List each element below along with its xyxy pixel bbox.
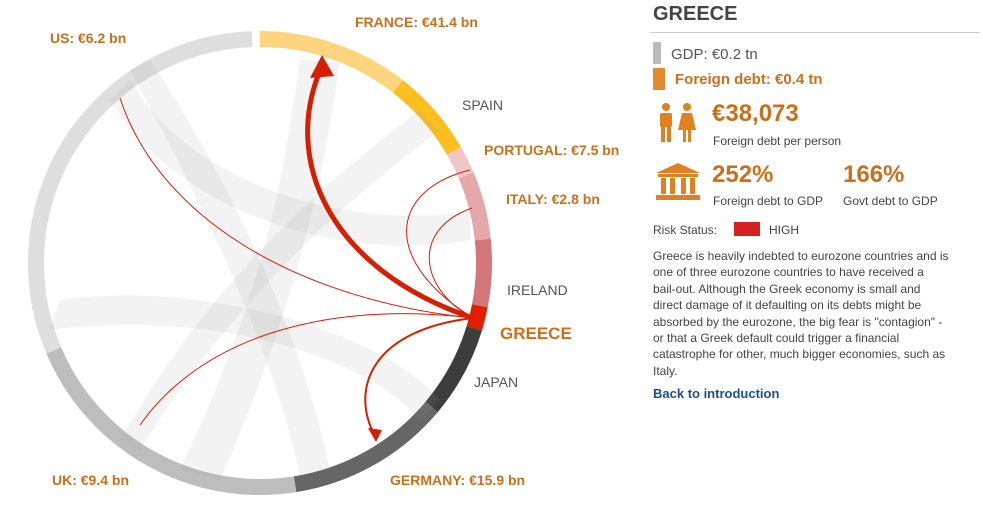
per-person-value: €38,073	[712, 100, 799, 127]
ring-segment	[425, 326, 482, 413]
risk-value: HIGH	[769, 223, 799, 237]
gdp-bar	[653, 42, 661, 64]
label-france: FRANCE: €41.4 bn	[355, 14, 478, 30]
label-spain: SPAIN	[462, 97, 503, 113]
risk-swatch	[734, 222, 760, 236]
ring-segment	[46, 347, 297, 495]
label-uk: UK: €9.4 bn	[52, 472, 129, 488]
description-line: catastrophe for other, much bigger econo…	[653, 347, 946, 362]
description-line: Italy.	[653, 363, 678, 378]
label-portugal: PORTUGAL: €7.5 bn	[484, 142, 619, 158]
description-line: direct damage of it defaulting on its de…	[653, 298, 922, 313]
divider	[650, 32, 980, 33]
foreign-gdp-label: Foreign debt to GDP	[713, 194, 824, 208]
description-line: or that a Greek default could trigger a …	[653, 331, 900, 346]
debt-bar	[653, 68, 665, 90]
ring-segment	[392, 80, 461, 156]
ring-segment	[293, 401, 438, 493]
per-person-label: Foreign debt per person	[713, 134, 842, 148]
label-us: US: €6.2 bn	[50, 30, 126, 46]
ring-segment	[472, 238, 492, 308]
ring-segment	[259, 31, 403, 93]
label-germany: GERMANY: €15.9 bn	[390, 472, 525, 488]
chord-diagram: FRANCE: €41.4 bn US: €6.2 bn SPAIN PORTU…	[28, 14, 619, 495]
label-ireland: IRELAND	[507, 282, 568, 298]
ring-segment	[458, 172, 491, 241]
description-line: one of three eurozone countries to have …	[653, 265, 924, 280]
description-line: Greece is heavily indebted to eurozone c…	[653, 249, 949, 263]
description: Greece is heavily indebted to eurozone c…	[653, 248, 949, 379]
ring-segment	[466, 304, 488, 331]
foreign-gdp-value: 252%	[712, 161, 774, 188]
govt-gdp-value: 166%	[843, 161, 905, 188]
govt-gdp-label: Govt debt to GDP	[843, 194, 938, 208]
debt-flows	[119, 64, 474, 437]
bank-icon	[656, 163, 700, 200]
panel-title: GREECE	[653, 3, 738, 25]
description-line: absorbed by the eurozone, the big fear i…	[653, 314, 943, 329]
gdp: GDP: €0.2 tn	[671, 46, 758, 63]
arrowhead	[368, 428, 382, 442]
ring-segment	[28, 31, 253, 354]
ring	[28, 31, 492, 495]
label-greece: GREECE	[500, 324, 572, 343]
description-line: bail-out. Although the Greek economy is …	[653, 281, 921, 296]
back-link[interactable]: Back to introduction	[653, 386, 780, 401]
risk-label: Risk Status:	[653, 223, 718, 237]
arrowhead	[310, 55, 334, 78]
gray-chords	[50, 60, 470, 480]
label-italy: ITALY: €2.8 bn	[506, 191, 600, 207]
foreign-debt: Foreign debt: €0.4 tn	[675, 71, 823, 88]
ring-segment	[447, 147, 474, 179]
people-icon	[660, 103, 696, 142]
label-japan: JAPAN	[474, 374, 518, 390]
